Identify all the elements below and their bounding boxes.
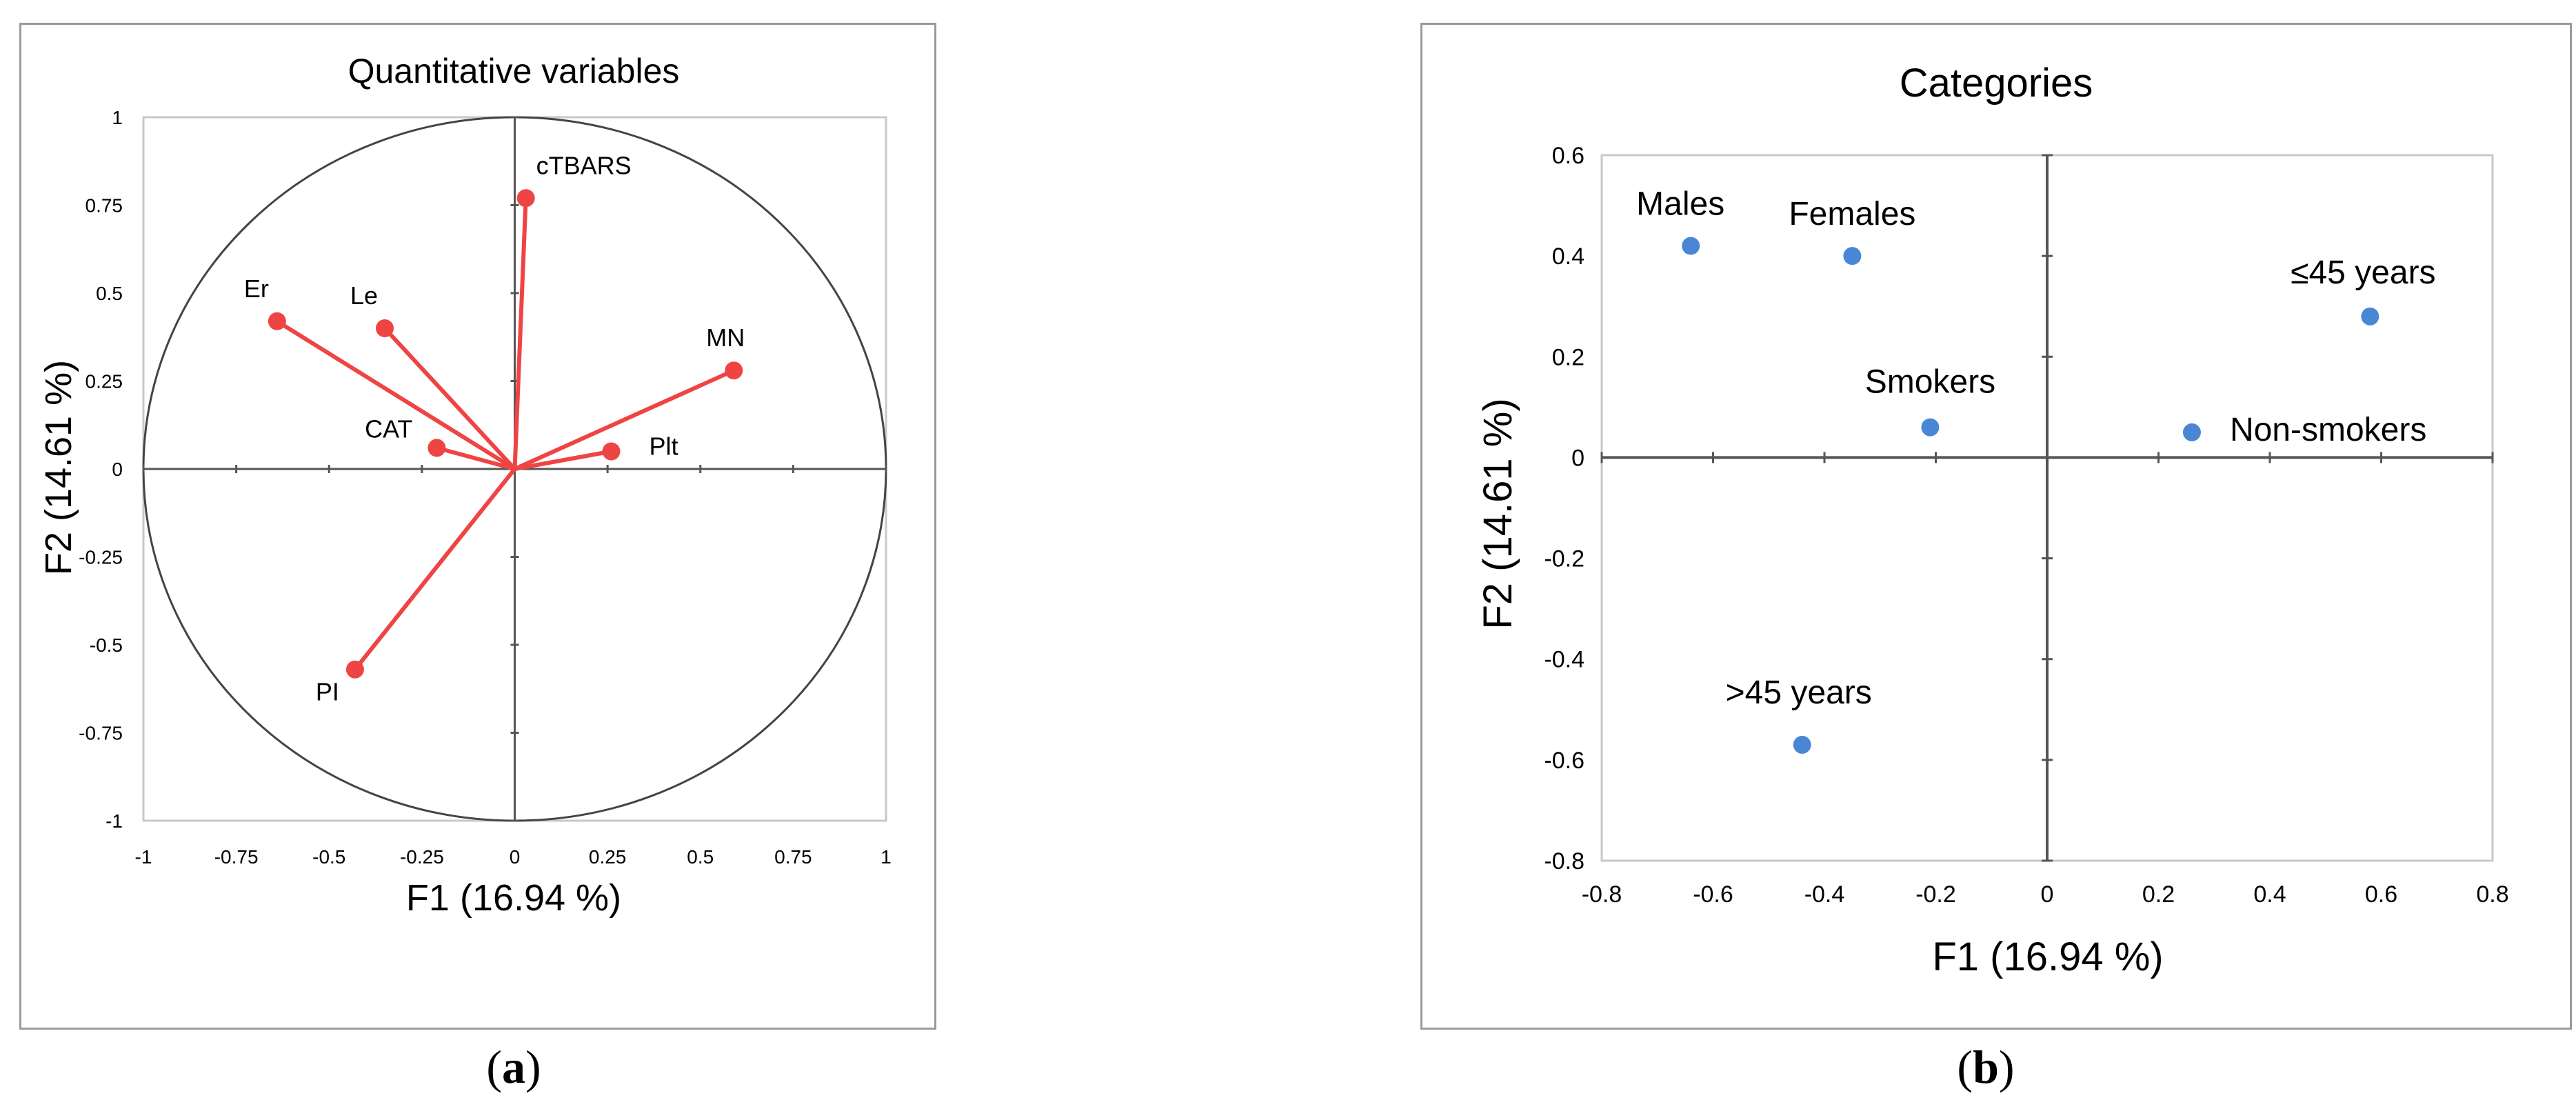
chart-b-point-label-5: >45 years	[1726, 674, 1872, 711]
chart-a-point-le	[376, 319, 394, 337]
chart-b-point-1	[1843, 247, 1862, 266]
chart-a-y-tick-label: 0.25	[85, 371, 123, 392]
chart-a-x-axis-label: F1 (16.94 %)	[406, 877, 621, 919]
chart-b-y-tick-label: -0.2	[1544, 546, 1584, 572]
chart-a-y-tick-label: 0.75	[85, 195, 123, 217]
chart-b-point-3	[1921, 418, 1940, 437]
chart-b-plot-area: -0.8 -0.6 -0.4 -0.2 0 0.2 0.4 0.6 0.8 0.6 0.4 0.2 0 -…	[1544, 143, 2508, 908]
chart-a-y-axis-label: F2 (14.61 %)	[38, 360, 79, 575]
chart-a-y-tick-label: 0	[112, 459, 123, 480]
chart-b-y-axis-label: F2 (14.61 %)	[1476, 398, 1520, 629]
chart-b-x-tick-label: 0.2	[2142, 881, 2175, 908]
chart-b-title: Categories	[1900, 61, 2093, 106]
chart-a-x-tick-label: 1	[881, 846, 892, 868]
chart-a-x-tick-label: 0.25	[589, 846, 627, 868]
chart-a-point-label-mn: MN	[706, 323, 745, 352]
chart-a-point-label-pi: PI	[316, 678, 339, 706]
panel-b-label-open: (	[1957, 1041, 1973, 1093]
chart-a-point-label-er: Er	[244, 274, 269, 303]
chart-a-vector-cat	[436, 446, 516, 471]
panel-a-label-open: (	[486, 1041, 502, 1093]
chart-b-y-tick-label: 0	[1571, 445, 1584, 471]
chart-b-y-tick-label: -0.8	[1544, 848, 1584, 874]
chart-a-point-label-le: Le	[350, 281, 378, 310]
chart-a-title: Quantitative variables	[348, 52, 680, 90]
chart-a-point-label-ctbars: cTBARS	[536, 151, 632, 179]
panel-a-label: (a)	[410, 1040, 617, 1094]
chart-a-x-tick-label: -1	[135, 846, 152, 868]
chart-b-x-tick-label: -0.2	[1915, 881, 1956, 908]
chart-a-x-tick-label: -0.75	[214, 846, 259, 868]
chart-a-point-mn	[725, 361, 743, 380]
chart-b-point-2	[2361, 307, 2379, 326]
chart-a-y-tick-label: -0.75	[79, 723, 123, 744]
chart-a-vector-mn	[514, 368, 735, 471]
chart-b-point-label-0: Males	[1636, 186, 1724, 223]
chart-b-point-label-1: Females	[1789, 196, 1915, 232]
panel-b-label-close: )	[1998, 1041, 2015, 1093]
chart-a-x-tick-label: -0.5	[312, 846, 345, 868]
chart-a-x-tick-label: 0.5	[687, 846, 714, 868]
panel-b-label: (b)	[1882, 1040, 2089, 1094]
chart-a-x-tick-label: 0.75	[774, 846, 812, 868]
chart-a-point-label-plt: Plt	[650, 432, 678, 461]
chart-b-y-tick-label: 0.2	[1552, 344, 1584, 370]
chart-b-x-tick-label: -0.8	[1582, 881, 1622, 908]
chart-a-point-plt	[602, 442, 621, 461]
panel-a-chart: Quantitative variables F1 (16.94 %) F2 (…	[38, 52, 892, 919]
chart-a-y-tick-label: 1	[112, 107, 123, 128]
chart-a-point-label-cat: CAT	[365, 414, 412, 443]
chart-b-point-4	[2182, 423, 2201, 441]
chart-a-plot-area: -1 -0.75 -0.5 -0.25 0 0.25 0.5 0.75 1 1 0.75 0.5 0.2…	[79, 107, 892, 868]
chart-b-y-tick-label: 0.6	[1552, 143, 1584, 169]
chart-b-x-tick-label: -0.6	[1693, 881, 1733, 908]
chart-a-y-tick-label: -1	[105, 810, 123, 832]
chart-b-point-label-4: Non-smokers	[2230, 412, 2426, 448]
chart-b-y-tick-label: -0.4	[1544, 647, 1584, 673]
panel-b-frame	[1420, 23, 2572, 1030]
chart-b-x-tick-label: 0.4	[2253, 881, 2286, 908]
chart-b-y-tick-label: -0.6	[1544, 748, 1584, 774]
chart-a-y-tick-label: 0.5	[96, 283, 123, 304]
chart-b-x-axis-label: F1 (16.94 %)	[1932, 934, 2163, 979]
chart-b-point-5	[1793, 735, 1811, 754]
panel-a-frame	[19, 23, 936, 1030]
chart-b-x-tick-label: 0.6	[2365, 881, 2397, 908]
chart-b-point-label-3: Smokers	[1865, 364, 1995, 401]
chart-a-point-ctbars	[516, 189, 535, 208]
chart-a-point-pi	[345, 660, 364, 679]
chart-b-x-tick-label: 0	[2041, 881, 2054, 908]
chart-a-point-er	[268, 312, 286, 330]
chart-b-point-label-2: ≤45 years	[2291, 254, 2435, 291]
chart-a-y-tick-label: -0.5	[90, 634, 123, 656]
chart-a-vector-pi	[353, 468, 516, 671]
chart-a-vector-le	[383, 326, 516, 471]
chart-b-point-0	[1682, 237, 1700, 255]
chart-b-x-tick-label: 0.8	[2476, 881, 2508, 908]
chart-b-y-tick-label: 0.4	[1552, 243, 1584, 270]
chart-a-x-tick-label: -0.25	[400, 846, 444, 868]
chart-a-vector-plt	[514, 449, 612, 471]
panel-b-chart: Categories F1 (16.94 %) F2 (14.61 %) -0.…	[1476, 61, 2509, 979]
chart-a-x-tick-label: 0	[510, 846, 521, 868]
chart-a-y-tick-label: -0.25	[79, 547, 123, 568]
panel-a-label-close: )	[525, 1041, 541, 1093]
panel-b-label-letter: b	[1973, 1041, 1999, 1093]
chart-a-vector-er	[276, 319, 516, 471]
chart-a-point-cat	[427, 439, 446, 457]
chart-a-vector-ctbars	[512, 198, 528, 470]
panel-a-label-letter: a	[502, 1041, 525, 1093]
chart-b-x-tick-label: -0.4	[1804, 881, 1845, 908]
